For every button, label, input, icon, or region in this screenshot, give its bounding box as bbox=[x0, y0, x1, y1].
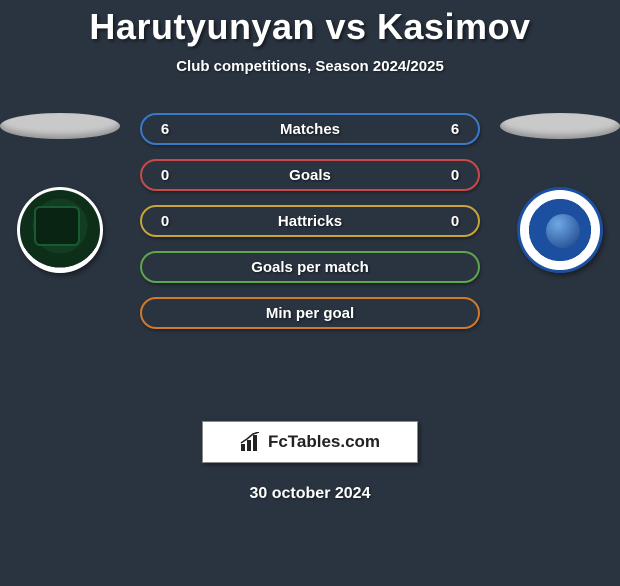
fctables-logo: FcTables.com bbox=[202, 421, 418, 463]
stat-label: Matches bbox=[174, 121, 446, 138]
stat-rows: 6 Matches 6 0 Goals 0 0 Hattricks 0 Goal… bbox=[140, 113, 480, 343]
stat-row-matches: 6 Matches 6 bbox=[140, 113, 480, 145]
stat-label: Goals bbox=[174, 167, 446, 184]
stat-row-goals: 0 Goals 0 bbox=[140, 159, 480, 191]
page-title: Harutyunyan vs Kasimov bbox=[0, 6, 620, 48]
player-silhouette-left bbox=[0, 113, 120, 139]
stat-left-value: 0 bbox=[156, 167, 174, 184]
bar-chart-icon bbox=[240, 432, 262, 452]
stat-row-hattricks: 0 Hattricks 0 bbox=[140, 205, 480, 237]
subtitle: Club competitions, Season 2024/2025 bbox=[0, 58, 620, 75]
team-left bbox=[0, 113, 120, 303]
stat-right-value: 0 bbox=[446, 167, 464, 184]
stat-label: Min per goal bbox=[174, 305, 446, 322]
team-right bbox=[500, 113, 620, 303]
stat-label: Hattricks bbox=[174, 213, 446, 230]
stat-row-goals-per-match: Goals per match bbox=[140, 251, 480, 283]
date-label: 30 october 2024 bbox=[0, 485, 620, 503]
stat-left-value: 0 bbox=[156, 213, 174, 230]
krasnodar-crest bbox=[17, 187, 103, 273]
stat-right-value: 6 bbox=[446, 121, 464, 138]
player-silhouette-right bbox=[500, 113, 620, 139]
logo-text: FcTables.com bbox=[268, 432, 380, 452]
comparison-stage: 6 Matches 6 0 Goals 0 0 Hattricks 0 Goal… bbox=[0, 113, 620, 413]
stat-right-value: 0 bbox=[446, 213, 464, 230]
orenburg-crest bbox=[517, 187, 603, 273]
stat-label: Goals per match bbox=[174, 259, 446, 276]
stat-left-value: 6 bbox=[156, 121, 174, 138]
stat-row-min-per-goal: Min per goal bbox=[140, 297, 480, 329]
